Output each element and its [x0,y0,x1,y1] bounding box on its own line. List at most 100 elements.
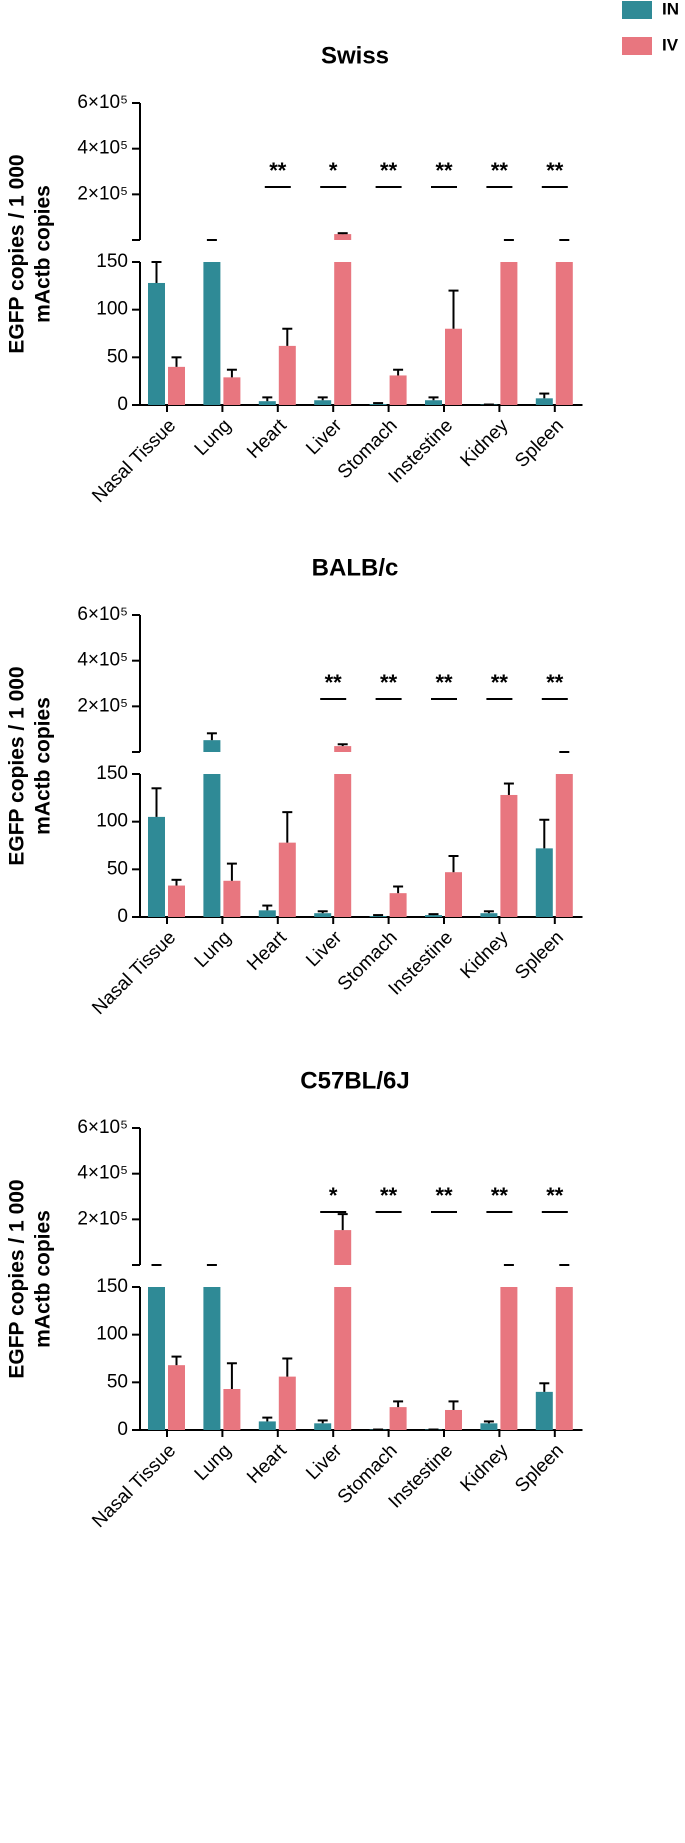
bar [203,774,221,917]
bar [369,916,387,917]
legend-label: IV [662,35,679,54]
significance: ** [491,1183,509,1208]
bar [314,913,332,917]
bar [480,1423,498,1430]
x-tick-label: Kidney [457,927,513,983]
y-tick-label: 6×10⁵ [77,92,128,113]
y-tick-label: 150 [96,763,128,784]
bar [535,398,553,405]
significance: ** [435,670,453,695]
panel-title: BALB/c [312,554,399,581]
bar [168,366,185,405]
significance: ** [380,158,398,183]
bar [148,816,165,917]
x-tick-label: Spleen [511,415,568,472]
x-tick-label: Nasal Tissue [88,415,180,507]
x-tick-label: Heart [243,415,291,463]
x-tick-label: Heart [243,1440,291,1488]
bar [278,1376,296,1430]
bar [203,1287,221,1430]
bar [334,1287,352,1430]
bar [258,910,276,917]
bar [148,282,165,405]
bar [223,377,241,405]
bar [148,1287,165,1430]
y-tick-label: 0 [117,906,128,927]
bar [314,1423,332,1430]
bar [535,1391,553,1430]
y-tick-label: 2×10⁵ [77,695,128,716]
y-axis-label: mActb copies [32,185,55,323]
significance: * [329,158,338,183]
y-tick-label: 150 [96,251,128,272]
bar [555,262,573,405]
bar [389,375,407,405]
bar [425,400,442,405]
panel-title: Swiss [321,42,389,69]
bar [258,1421,276,1430]
y-axis-label: EGFP copies / 1 000 [6,1179,29,1378]
bar [369,404,387,405]
legend-label: IN [662,0,679,18]
bar [278,345,296,405]
y-tick-label: 150 [96,1276,128,1297]
x-tick-label: Kidney [457,415,513,471]
significance: ** [546,1183,564,1208]
y-tick-label: 100 [96,299,128,320]
y-tick-label: 4×10⁵ [77,650,128,671]
bar [555,1287,573,1430]
x-tick-label: Lung [191,1440,236,1485]
significance: ** [269,158,287,183]
y-axis-label: mActb copies [32,697,55,835]
x-tick-label: Lung [191,927,236,972]
bar [389,893,407,917]
bar [258,401,276,405]
bar [535,848,553,917]
bar [334,234,352,240]
y-tick-label: 6×10⁵ [77,1117,128,1138]
bar [500,262,518,405]
x-tick-label: Spleen [511,927,568,984]
significance: ** [546,158,564,183]
significance: * [329,1183,338,1208]
x-tick-label: Nasal Tissue [88,927,180,1019]
bar [223,1389,241,1430]
significance: ** [546,670,564,695]
bar [445,872,462,917]
significance: ** [380,670,398,695]
y-tick-label: 4×10⁵ [77,138,128,159]
y-tick-label: 100 [96,1324,128,1345]
bar [555,774,573,917]
significance: ** [491,158,509,183]
y-tick-label: 50 [107,346,128,367]
y-tick-label: 0 [117,394,128,415]
y-tick-label: 50 [107,858,128,879]
bar [203,262,221,405]
significance: ** [380,1183,398,1208]
x-tick-label: Nasal Tissue [88,1440,180,1532]
y-tick-label: 100 [96,811,128,832]
significance: ** [491,670,509,695]
x-tick-label: Liver [302,1440,346,1484]
bar [500,1287,518,1430]
bar [334,262,352,405]
bar [203,740,221,752]
x-tick-label: Spleen [511,1440,568,1497]
bar [278,842,296,917]
legend-swatch [622,1,652,19]
significance: ** [325,670,343,695]
bar [314,400,332,405]
y-tick-label: 50 [107,1371,128,1392]
significance: ** [435,1183,453,1208]
bar [168,885,185,917]
bar [389,1407,407,1430]
y-tick-label: 2×10⁵ [77,183,128,204]
bar [334,774,352,917]
y-axis-label: EGFP copies / 1 000 [6,666,29,865]
bar [425,915,442,917]
x-tick-label: Heart [243,927,291,975]
y-axis-label: mActb copies [32,1210,55,1348]
bar [480,913,498,917]
bar [445,1409,462,1430]
bar [334,746,352,752]
